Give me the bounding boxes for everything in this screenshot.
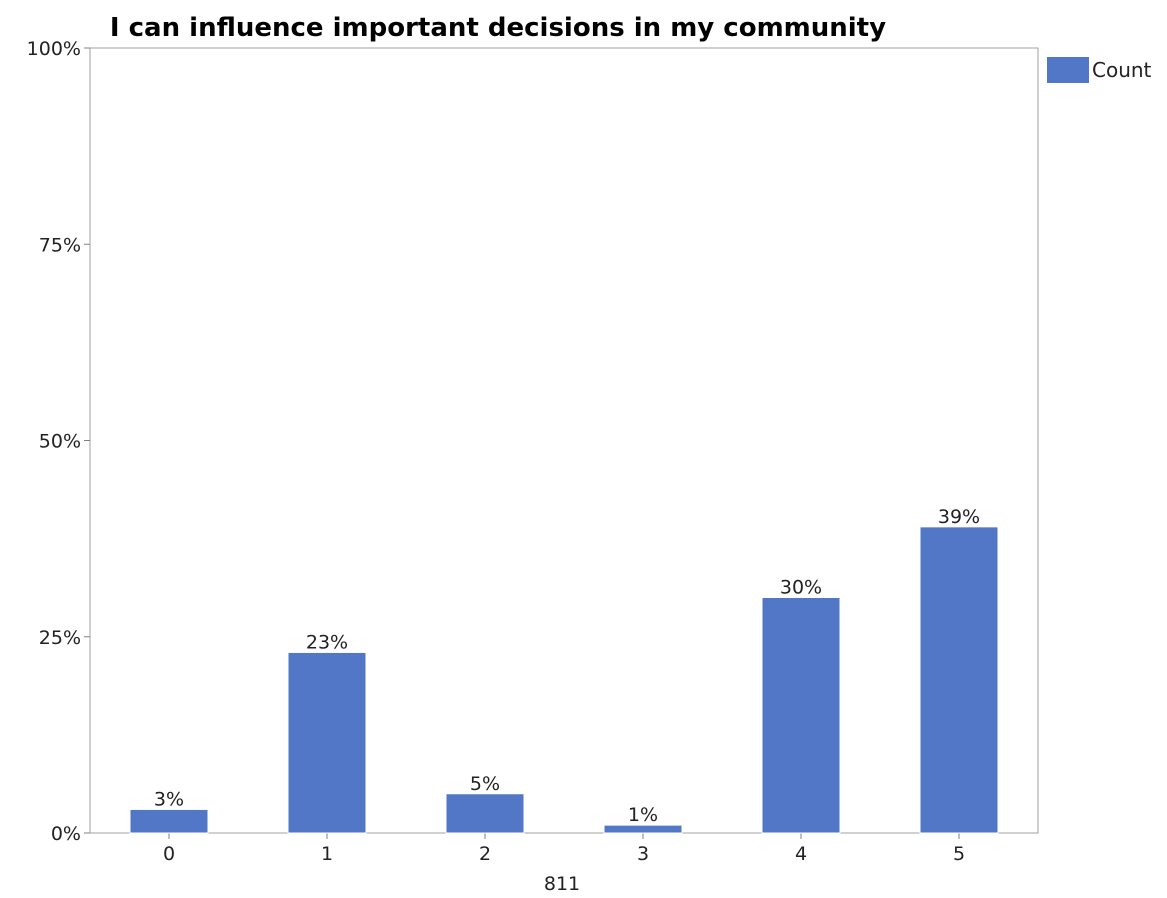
bar [445, 793, 525, 834]
x-tick-label: 2 [479, 843, 491, 865]
x-tick-label: 0 [163, 843, 175, 865]
y-tick-label: 25% [39, 627, 81, 649]
data-labels: 3% 23% 5% 1% 30% 39% [154, 506, 980, 826]
bar-data-label: 3% [154, 788, 184, 810]
bar-data-label: 5% [470, 773, 500, 795]
y-axis: 0% 25% 50% 75% 100% [27, 38, 90, 845]
bar [761, 597, 841, 834]
legend-swatch [1047, 57, 1089, 83]
y-tick-label: 75% [39, 234, 81, 256]
bar [287, 651, 367, 834]
bar-data-label: 39% [938, 506, 980, 528]
y-tick-label: 0% [51, 823, 81, 845]
x-tick-label: 1 [321, 843, 333, 865]
bar-data-label: 30% [780, 577, 822, 599]
y-tick-label: 100% [27, 38, 81, 60]
legend: Count [1047, 57, 1152, 83]
bar-data-label: 1% [628, 804, 658, 826]
x-axis-label: 811 [544, 873, 580, 895]
x-axis: 0 1 2 3 4 5 [163, 833, 965, 865]
legend-label: Count [1092, 58, 1152, 82]
bar [919, 526, 999, 834]
bar [603, 824, 683, 834]
bar-data-label: 23% [306, 631, 348, 653]
x-tick-label: 3 [637, 843, 649, 865]
bar-series [129, 526, 999, 834]
plot-area [89, 47, 1039, 834]
y-tick-label: 50% [39, 431, 81, 453]
x-tick-label: 5 [953, 843, 965, 865]
chart-title: I can influence important decisions in m… [110, 13, 886, 43]
x-tick-label: 4 [795, 843, 807, 865]
bar [129, 808, 209, 834]
